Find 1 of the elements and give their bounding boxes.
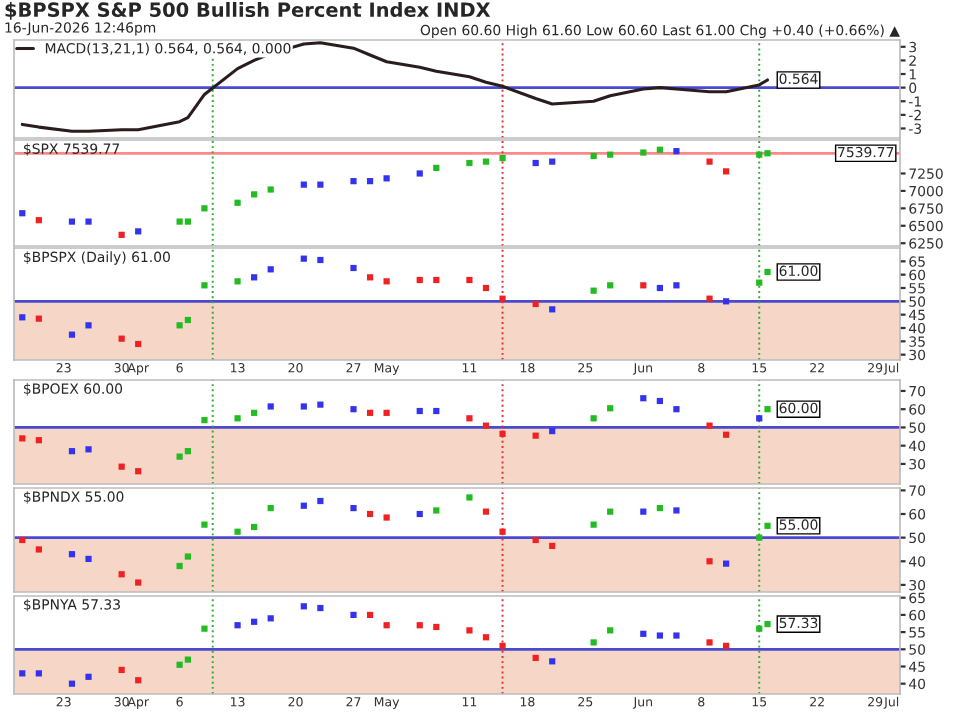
chart-title: $BPSPX S&P 500 Bullish Percent Index INDX: [5, 2, 491, 20]
